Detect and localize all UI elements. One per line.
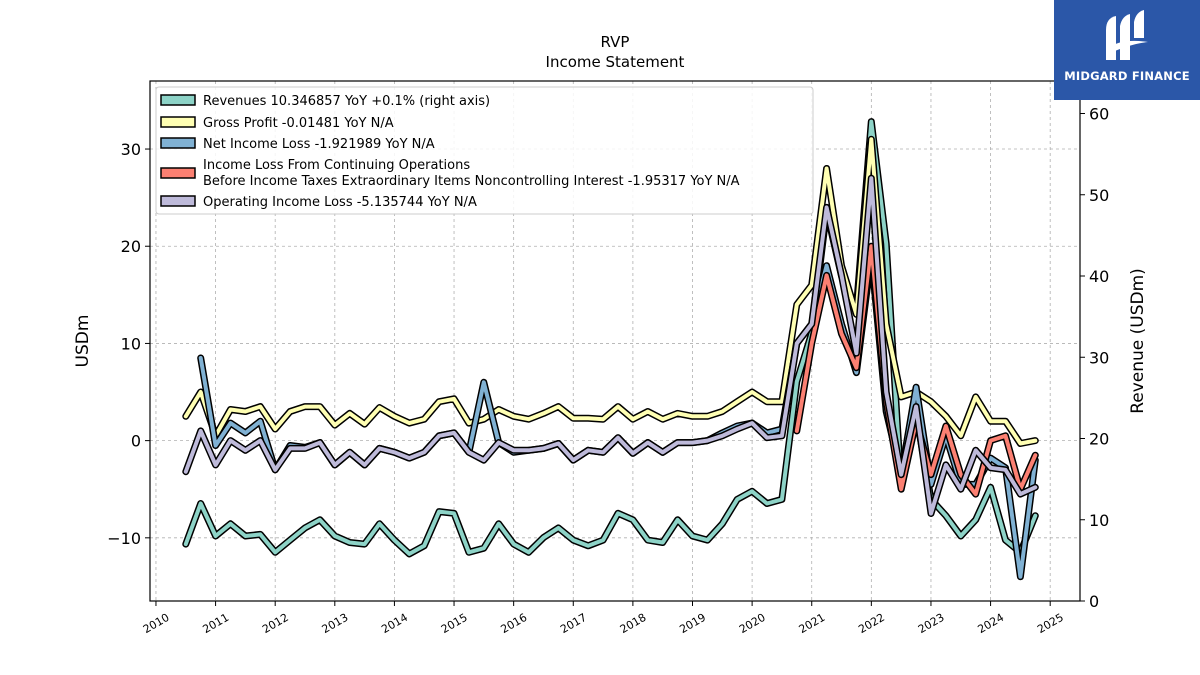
x-tick-label: 2025 <box>1035 611 1066 636</box>
x-tick-label: 2022 <box>856 611 887 636</box>
x-tick-label: 2012 <box>260 611 291 636</box>
legend-label-3: Income Loss From Continuing Operations <box>203 158 470 173</box>
legend-frame <box>155 86 814 215</box>
x-tick-label: 2020 <box>737 611 768 636</box>
chart-title: RVP <box>601 33 630 51</box>
legend-swatch-3 <box>160 167 196 179</box>
y-tick-label-right: 60 <box>1089 105 1109 124</box>
x-tick-label: 2017 <box>558 611 589 636</box>
brand-name: MIDGARD FINANCE <box>1064 69 1190 83</box>
y-tick-label-right: 20 <box>1089 430 1109 449</box>
legend-swatch-1 <box>160 116 196 128</box>
midgard-logo-icon <box>1106 10 1148 60</box>
y-tick-label-left: −10 <box>107 529 141 548</box>
y-axis-label-right: Revenue (USDm) <box>1128 268 1148 414</box>
y-tick-label-right: 0 <box>1089 592 1099 611</box>
x-tick-label: 2010 <box>141 611 172 636</box>
legend-label-0: Revenues 10.346857 YoY +0.1% (right axis… <box>203 94 490 109</box>
x-tick-label: 2015 <box>439 611 470 636</box>
legend-swatch-4 <box>160 195 196 207</box>
x-tick-label: 2011 <box>200 611 231 636</box>
x-tick-label: 2016 <box>499 611 530 636</box>
y-tick-label-left: 0 <box>131 432 141 451</box>
x-tick-label: 2021 <box>797 611 828 636</box>
y-tick-label-left: 20 <box>121 237 141 256</box>
chart-subtitle: Income Statement <box>546 53 685 71</box>
series-line-4 <box>183 176 1038 516</box>
y-tick-label-left: 10 <box>121 334 141 353</box>
brand-logo: MIDGARD FINANCE <box>1054 0 1200 100</box>
y-tick-label-left: 30 <box>121 140 141 159</box>
x-tick-label: 2024 <box>975 611 1006 636</box>
x-tick-label: 2023 <box>916 611 947 636</box>
x-tick-label: 2018 <box>618 611 649 636</box>
x-tick-label: 2019 <box>677 611 708 636</box>
legend-label-2: Net Income Loss -1.921989 YoY N/A <box>203 137 435 152</box>
series-line-1 <box>183 137 1038 446</box>
legend-swatch-0 <box>160 94 196 106</box>
y-tick-label-right: 50 <box>1089 186 1109 205</box>
y-tick-label-right: 30 <box>1089 348 1109 367</box>
plot-frame <box>149 80 1081 602</box>
legend: Revenues 10.346857 YoY +0.1% (right axis… <box>155 86 814 215</box>
x-tick-label: 2013 <box>320 611 351 636</box>
y-tick-label-right: 10 <box>1089 511 1109 530</box>
series-lines <box>182 118 1039 581</box>
x-tick-label: 2014 <box>379 611 410 636</box>
legend-label-3: Before Income Taxes Extraordinary Items … <box>203 174 740 189</box>
y-axis-label-left: USDm <box>73 315 93 368</box>
y-tick-label-right: 40 <box>1089 267 1109 286</box>
legend-label-4: Operating Income Loss -5.135744 YoY N/A <box>203 195 477 210</box>
legend-label-1: Gross Profit -0.01481 YoY N/A <box>203 116 394 131</box>
legend-swatch-2 <box>160 137 196 149</box>
